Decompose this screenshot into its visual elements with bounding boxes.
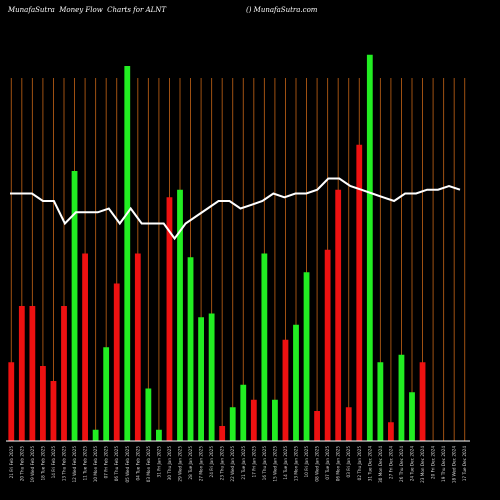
money-flow-bar xyxy=(272,399,278,441)
x-tick-label: 07 Tue Jan 2025 xyxy=(325,446,330,480)
money-flow-bar xyxy=(388,422,394,441)
x-tick-label: 13 Mon Jan 2025 xyxy=(294,446,299,482)
money-flow-bar xyxy=(377,362,384,441)
x-tick-label: 27 Fri Dec 2024 xyxy=(388,446,393,479)
money-flow-bar xyxy=(345,407,352,441)
x-tick-label: 24 Tue Dec 2024 xyxy=(410,446,415,482)
money-flow-bar xyxy=(124,66,131,441)
money-flow-bar xyxy=(187,257,194,441)
x-tick-label: 18 Wed Dec 2024 xyxy=(452,446,457,484)
x-tick-label: 21 Fri Feb 2025 xyxy=(9,446,14,479)
x-tick-label: 21 Tue Jan 2025 xyxy=(241,446,246,480)
x-tick-label: 06 Mon Jan 2025 xyxy=(336,446,341,482)
x-tick-label: 11 Tue Feb 2025 xyxy=(83,446,88,481)
money-flow-bar xyxy=(50,381,57,441)
x-tick-label: 18 Tue Feb 2025 xyxy=(40,446,45,481)
source-credit: () MunafaSutra.com xyxy=(246,6,318,14)
money-flow-bar xyxy=(103,347,110,441)
x-tick-label: 20 Fri Dec 2024 xyxy=(431,446,436,479)
x-tick-label: 17 Tue Dec 2024 xyxy=(462,446,467,482)
x-tick-label: 14 Fri Feb 2025 xyxy=(51,446,56,479)
money-flow-bar xyxy=(92,429,99,441)
money-flow-bar xyxy=(134,253,141,441)
money-flow-bar xyxy=(335,189,342,441)
x-tick-label: 17 Fri Jan 2025 xyxy=(251,446,256,478)
money-flow-bar xyxy=(409,392,415,441)
x-tick-label: 14 Tue Jan 2025 xyxy=(283,446,288,480)
x-tick-label: 23 Mon Dec 2024 xyxy=(420,446,425,483)
money-flow-bar xyxy=(366,54,373,441)
x-tick-label: 31 Fri Jan 2025 xyxy=(156,446,161,478)
money-flow-bar xyxy=(113,283,120,441)
x-tick-label: 15 Wed Jan 2025 xyxy=(272,446,277,482)
x-tick-label: 02 Thu Jan 2025 xyxy=(357,446,362,481)
money-flow-bar xyxy=(198,317,204,441)
money-flow-bar xyxy=(177,189,183,441)
x-tick-label: 20 Thu Feb 2025 xyxy=(19,446,24,482)
x-tick-label: 07 Fri Feb 2025 xyxy=(104,446,109,479)
money-flow-bar xyxy=(82,253,88,441)
money-flow-bar xyxy=(250,399,257,441)
x-tick-label: 22 Wed Jan 2025 xyxy=(230,446,235,482)
x-tick-labels: 21 Fri Feb 2025 20 Thu Feb 2025 19 Wed Feb… xyxy=(9,446,467,484)
money-flow-bar xyxy=(71,171,78,441)
money-flow-bar xyxy=(156,429,162,441)
x-tick-label: 30 Thu Jan 2025 xyxy=(167,446,172,481)
x-tick-label: 08 Wed Jan 2025 xyxy=(315,446,320,482)
money-flow-bar xyxy=(419,362,426,441)
money-flow-bar xyxy=(324,249,331,441)
money-flow-bar xyxy=(166,197,173,441)
money-flow-bar xyxy=(40,366,46,441)
money-flow-bar xyxy=(29,306,36,441)
money-flow-bar xyxy=(282,339,289,441)
x-tick-label: 19 Wed Feb 2025 xyxy=(30,446,35,483)
money-flow-bar xyxy=(293,324,299,441)
money-flow-bar xyxy=(8,362,15,441)
x-tick-label: 27 Mon Jan 2025 xyxy=(199,446,204,482)
chart-title: MunafaSutra Money Flow Charts for ALNT xyxy=(8,6,167,14)
line-layer xyxy=(10,177,461,241)
money-flow-bar xyxy=(314,411,320,441)
x-tick-label: 19 Thu Dec 2024 xyxy=(441,446,446,482)
x-tick-label: 26 Thu Dec 2024 xyxy=(399,446,404,482)
bar-layer xyxy=(6,54,470,442)
x-tick-label: 28 Tue Jan 2025 xyxy=(188,446,193,480)
x-tick-label: 10 Mon Feb 2025 xyxy=(93,446,98,483)
money-flow-bar xyxy=(229,407,236,441)
money-flow-bar xyxy=(261,253,268,441)
x-tick-label: 13 Thu Feb 2025 xyxy=(62,446,67,482)
x-tick-label: 06 Thu Feb 2025 xyxy=(114,446,119,482)
x-tick-label: 23 Thu Jan 2025 xyxy=(220,446,225,481)
price-line xyxy=(10,177,461,241)
money-flow-bar xyxy=(208,313,215,441)
x-tick-label: 29 Wed Jan 2025 xyxy=(178,446,183,482)
x-tick-label: 05 Wed Feb 2025 xyxy=(125,446,130,483)
money-flow-bar xyxy=(18,306,25,441)
x-tick-label: 31 Tue Dec 2024 xyxy=(367,446,372,482)
x-tick-label: 12 Wed Feb 2025 xyxy=(72,446,77,483)
money-flow-bar xyxy=(145,388,152,441)
x-tick-label: 30 Mon Dec 2024 xyxy=(378,446,383,483)
x-tick-label: 10 Fri Jan 2025 xyxy=(304,446,309,478)
x-tick-label: 24 Fri Jan 2025 xyxy=(209,446,214,478)
money-flow-bar xyxy=(219,426,226,441)
grid-layer xyxy=(10,78,466,441)
money-flow-bar xyxy=(398,354,405,441)
money-flow-bar xyxy=(356,144,363,441)
x-tick-label: 04 Tue Feb 2025 xyxy=(135,446,140,481)
x-tick-label: 16 Thu Jan 2025 xyxy=(262,446,267,481)
money-flow-bar xyxy=(61,306,67,441)
money-flow-bar xyxy=(240,384,247,441)
money-flow-bar xyxy=(303,272,310,441)
x-tick-label: 03 Fri Jan 2025 xyxy=(346,446,351,478)
x-tick-label: 03 Mon Feb 2025 xyxy=(146,446,151,483)
